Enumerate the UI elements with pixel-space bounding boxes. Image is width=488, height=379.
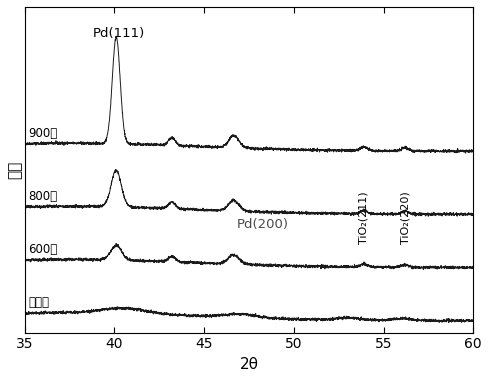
Y-axis label: 强度: 强度 [7,161,22,179]
Text: Pd(111): Pd(111) [93,27,145,40]
Text: 600度: 600度 [28,243,58,256]
Text: 900度: 900度 [28,127,58,140]
Text: 未退火: 未退火 [28,296,49,309]
X-axis label: 2θ: 2θ [239,357,258,372]
Text: TiO₂(220): TiO₂(220) [399,191,409,244]
Text: 800度: 800度 [28,190,57,203]
Text: Pd(200): Pd(200) [236,218,288,231]
Text: TiO₂(211): TiO₂(211) [358,192,368,244]
